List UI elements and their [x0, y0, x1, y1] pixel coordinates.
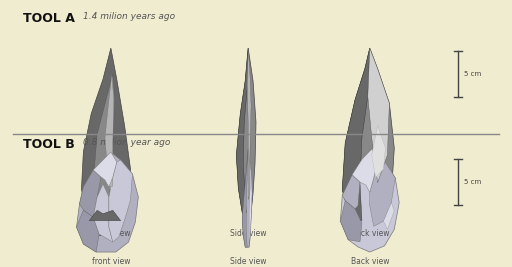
Polygon shape [81, 48, 131, 221]
Polygon shape [237, 48, 256, 213]
Polygon shape [370, 159, 395, 226]
Polygon shape [242, 149, 248, 247]
Text: front view: front view [92, 229, 130, 238]
Polygon shape [89, 210, 121, 221]
Polygon shape [352, 149, 378, 192]
Text: 5 cm: 5 cm [464, 71, 481, 77]
Text: Side view: Side view [230, 229, 266, 238]
Text: TOOL A: TOOL A [23, 12, 74, 25]
Polygon shape [242, 149, 252, 247]
Polygon shape [247, 48, 251, 200]
Polygon shape [105, 74, 114, 186]
Text: Back view: Back view [351, 257, 389, 266]
Polygon shape [343, 175, 360, 209]
Text: Back view: Back view [351, 229, 389, 238]
Text: TOOL B: TOOL B [23, 138, 74, 151]
Polygon shape [340, 149, 399, 252]
Text: 0.8 milion year ago: 0.8 milion year ago [83, 138, 171, 147]
Text: 5 cm: 5 cm [464, 179, 481, 185]
Text: front view: front view [92, 257, 130, 266]
Polygon shape [93, 74, 115, 212]
Polygon shape [93, 184, 113, 242]
Polygon shape [383, 203, 394, 229]
Polygon shape [372, 126, 386, 178]
Polygon shape [237, 48, 248, 213]
Polygon shape [248, 149, 252, 242]
Polygon shape [76, 210, 99, 252]
Polygon shape [340, 201, 362, 242]
Polygon shape [368, 48, 390, 183]
Text: Side view: Side view [230, 257, 266, 266]
Polygon shape [79, 170, 101, 217]
Polygon shape [76, 152, 138, 252]
Text: 1.4 milion years ago: 1.4 milion years ago [83, 12, 176, 21]
Polygon shape [93, 152, 117, 187]
Polygon shape [343, 48, 370, 221]
Polygon shape [343, 48, 394, 221]
Polygon shape [109, 160, 133, 242]
